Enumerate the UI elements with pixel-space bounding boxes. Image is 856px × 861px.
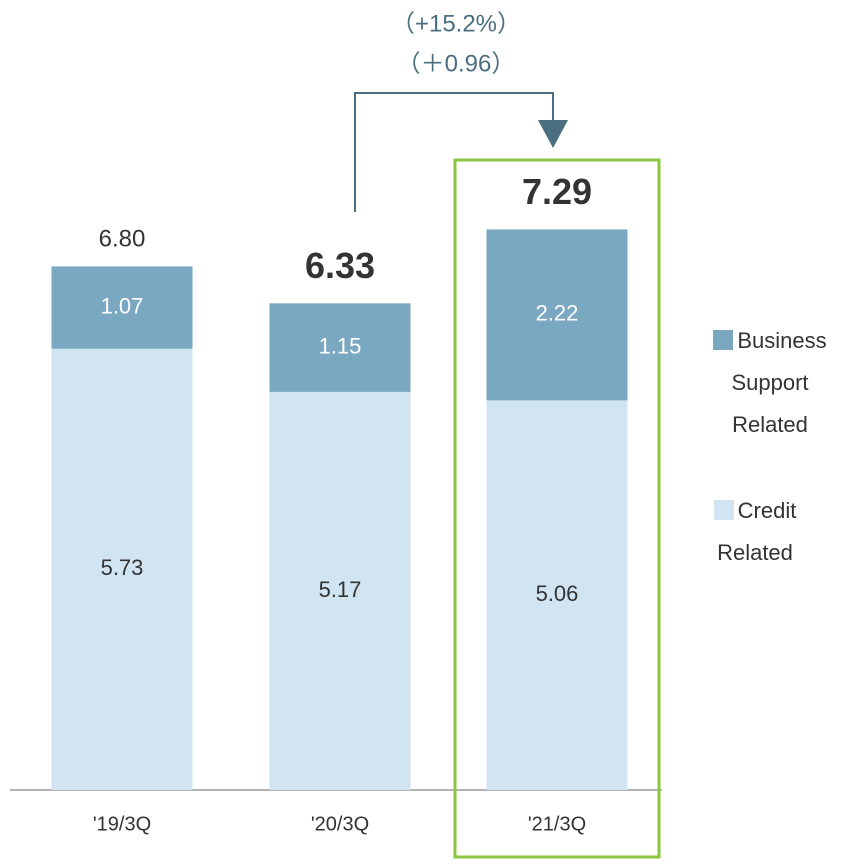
total-label: 6.33 [305, 245, 375, 286]
bar-segment [51, 266, 193, 349]
bar-segment [486, 229, 628, 401]
x-tick-label: '20/3Q [311, 813, 369, 835]
legend-item: Business Support Related [700, 320, 840, 446]
change-arrow [354, 92, 554, 212]
segment-label: 1.07 [101, 293, 144, 318]
legend-item: Credit Related [700, 490, 810, 574]
legend-swatch [713, 500, 734, 520]
segment-label: 2.22 [536, 301, 579, 326]
annotation: （＋0.96） [397, 50, 516, 77]
segment-label: 5.17 [319, 577, 362, 602]
legend-label: Business Support Related [731, 328, 827, 437]
legend-swatch [713, 330, 734, 350]
arrow-head [538, 120, 568, 148]
bar-segment [51, 348, 193, 790]
legend-label: Credit Related [717, 498, 797, 565]
annotation: （+15.2%） [391, 10, 521, 37]
segment-label: 5.73 [101, 555, 144, 580]
x-tick-label: '19/3Q [93, 813, 151, 835]
segment-label: 1.15 [319, 333, 362, 358]
highlight-box [453, 158, 661, 859]
total-label: 6.80 [99, 226, 146, 253]
bar-segment [486, 400, 628, 790]
x-tick-label: '21/3Q [528, 813, 586, 835]
total-label: 7.29 [522, 171, 592, 212]
bar-segment [269, 391, 411, 790]
segment-label: 5.06 [536, 581, 579, 606]
bar-segment [269, 303, 411, 392]
